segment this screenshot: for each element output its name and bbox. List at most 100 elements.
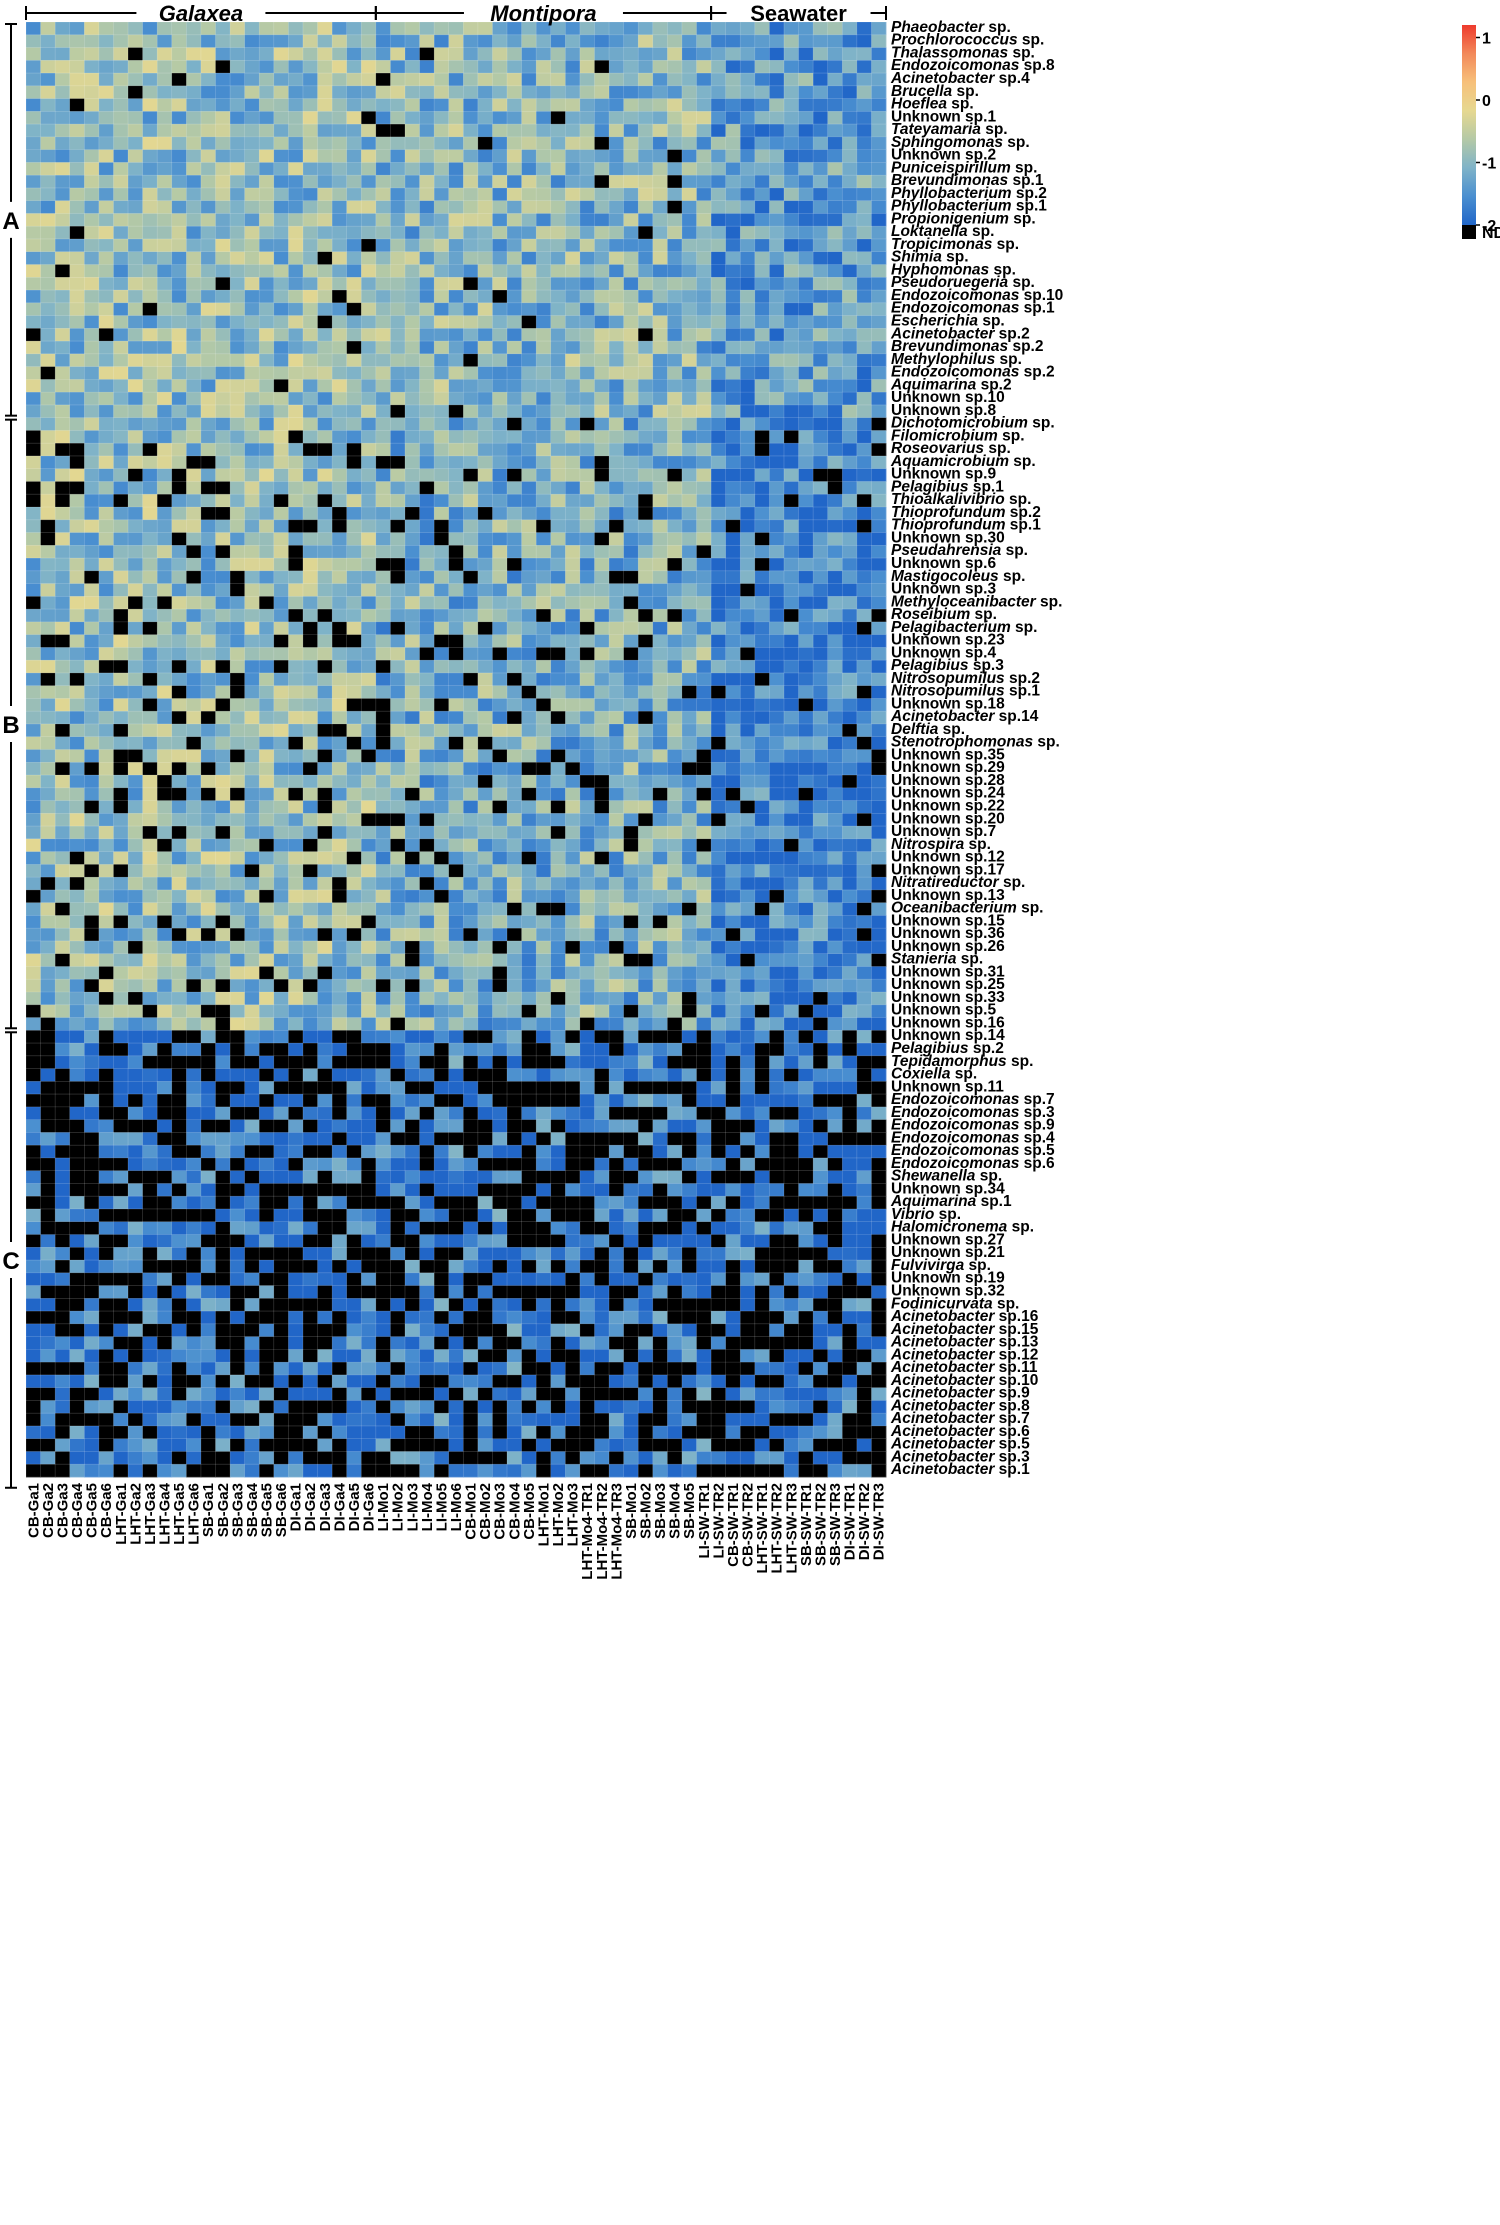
heatmap-cell [288,22,304,36]
heatmap-cell [579,787,595,801]
heatmap-cell [346,149,362,163]
heatmap-cell [579,238,595,253]
heatmap-cell [375,1055,391,1069]
heatmap-cell [856,1004,872,1018]
heatmap-cell [404,889,420,904]
heatmap-cell [623,251,639,265]
heatmap-cell [842,609,858,623]
heatmap-cell [754,928,770,942]
heatmap-cell [390,124,406,138]
heatmap-cell [827,1030,843,1044]
heatmap-cell [696,621,712,636]
heatmap-cell [404,136,420,151]
heatmap-cell [536,341,552,355]
heatmap-cell [463,73,479,87]
heatmap-cell [98,98,114,112]
heatmap-cell [317,290,333,304]
heatmap-cell [317,966,333,980]
heatmap-cell [725,494,741,508]
heatmap-cell [113,749,129,763]
heatmap-cell [157,507,173,521]
heatmap-cell [725,940,741,955]
heatmap-cell [711,749,727,763]
heatmap-cell [113,877,129,891]
heatmap-cell [594,800,610,814]
heatmap-cell [375,1043,391,1057]
heatmap-cell [565,379,581,393]
heatmap-cell [317,226,333,240]
heatmap-cell [55,1094,71,1108]
heatmap-cell [477,928,493,942]
heatmap-cell [871,85,887,99]
heatmap-cell [434,992,450,1006]
heatmap-cell [609,290,625,304]
heatmap-cell [157,417,173,431]
heatmap-cell [332,430,348,444]
heatmap-cell [507,213,522,227]
heatmap-cell [507,877,522,891]
heatmap-cell [26,660,41,674]
heatmap-cell [842,226,858,240]
heatmap-cell [157,864,173,878]
heatmap-cell [769,749,785,763]
heatmap-cell [477,430,493,444]
heatmap-cell [827,85,843,99]
heatmap-cell [681,341,697,355]
heatmap-cell [26,723,41,738]
heatmap-cell [171,98,187,112]
heatmap-cell [565,647,581,661]
heatmap-cell [128,366,144,380]
heatmap-cell [521,992,537,1006]
heatmap-cell [288,366,304,380]
heatmap-cell [448,877,464,891]
heatmap-cell [594,545,610,559]
heatmap-cell [128,111,144,125]
heatmap-cell [69,468,85,482]
heatmap-cell [798,315,814,329]
heatmap-cell [521,404,537,419]
heatmap-cell [361,877,377,891]
heatmap-cell [200,762,216,776]
heatmap-cell [507,940,522,955]
heatmap-cell [302,481,318,495]
heatmap-cell [69,966,85,980]
heatmap-cell [244,392,260,406]
heatmap-cell [69,149,85,163]
heatmap-cell [332,889,348,904]
heatmap-cell [594,966,610,980]
heatmap-cell [842,73,858,87]
heatmap-cell [783,570,799,584]
heatmap-cell [550,379,566,393]
heatmap-cell [842,838,858,852]
heatmap-cell [361,200,377,214]
heatmap-cell [142,532,158,546]
heatmap-cell [579,800,595,814]
heatmap-cell [827,124,843,138]
heatmap-cell [230,251,246,265]
heatmap-cell [579,902,595,916]
heatmap-cell [725,1030,741,1044]
heatmap-cell [434,647,450,661]
heatmap-cell [492,73,508,87]
heatmap-cell [404,647,420,661]
heatmap-cell [375,226,391,240]
heatmap-cell [536,545,552,559]
heatmap-cell [579,519,595,533]
heatmap-cell [84,85,100,99]
heatmap-cell [332,864,348,878]
heatmap-cell [638,341,654,355]
heatmap-cell [492,660,508,674]
heatmap-cell [652,187,668,202]
heatmap-cell [827,404,843,419]
heatmap-cell [273,341,289,355]
heatmap-cell [856,660,872,674]
heatmap-cell [171,532,187,546]
heatmap-cell [259,34,275,48]
heatmap-cell [40,481,56,495]
heatmap-cell [769,226,785,240]
heatmap-cell [594,149,610,163]
heatmap-cell [696,187,712,202]
heatmap-cell [273,1055,289,1069]
heatmap-cell [754,749,770,763]
heatmap-cell [638,162,654,176]
